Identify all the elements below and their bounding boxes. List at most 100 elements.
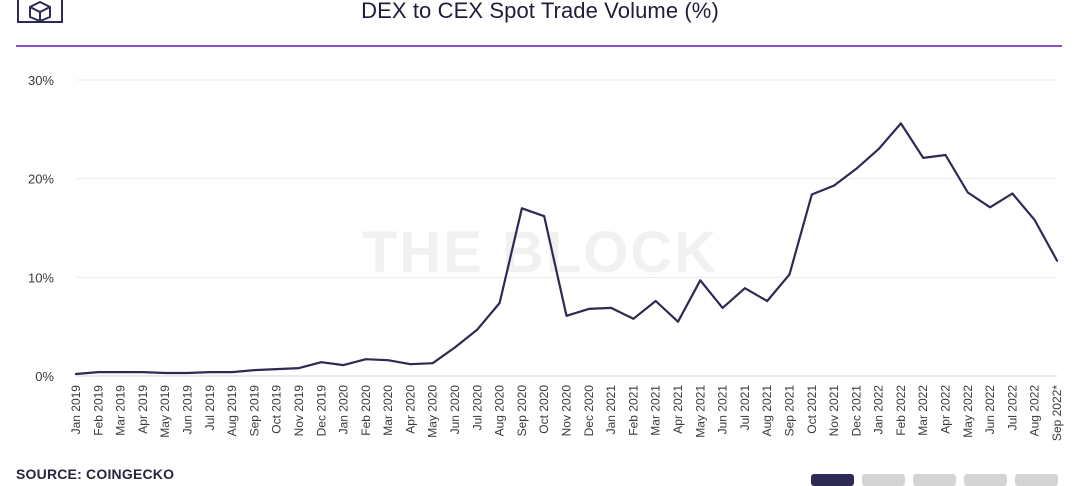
y-tick-label: 30% [28,73,54,88]
data-point [409,363,412,366]
pager-tab[interactable] [811,474,854,486]
x-tick-label: Aug 2021 [760,385,774,437]
x-tick-label: Oct 2019 [270,385,284,434]
data-point [387,359,390,362]
x-tick-label: Feb 2020 [359,385,373,436]
data-point [164,372,167,374]
x-tick-label: Aug 2022 [1028,385,1042,437]
y-tick-label: 20% [28,172,54,187]
y-tick-label: 0% [35,369,54,384]
data-point [1011,192,1014,195]
pager-tab[interactable] [964,474,1007,486]
chart-title: DEX to CEX Spot Trade Volume (%) [361,0,719,23]
x-tick-label: Mar 2019 [114,385,128,436]
data-point [699,279,702,282]
y-tick-label: 10% [28,270,54,285]
x-tick-label: Jun 2019 [180,385,194,435]
data-point [454,346,456,349]
data-point [543,215,546,218]
data-point [855,167,858,170]
data-point [431,362,434,365]
data-point [75,373,77,375]
data-point [654,300,657,302]
x-tick-label: Feb 2022 [894,385,908,436]
x-tick-label: Dec 2020 [582,385,596,437]
data-point [498,302,501,304]
x-tick-label: Jun 2021 [716,385,730,435]
cube-logo-icon [16,0,64,28]
data-point [743,287,746,290]
x-tick-label: Oct 2021 [805,385,819,434]
data-point [833,184,835,187]
x-tick-label: Jul 2021 [738,385,752,431]
x-tick-label: Sep 2021 [782,385,796,437]
x-tick-label: Jan 2022 [872,385,886,435]
data-point [186,372,189,374]
data-point [1056,259,1058,262]
data-point [989,206,992,209]
data-point [587,308,590,310]
data-point [521,207,523,210]
x-tick-label: Dec 2019 [314,385,328,437]
x-tick-label: Jan 2021 [604,385,618,435]
data-point [565,314,568,317]
data-point [1033,219,1036,222]
x-tick-label: Apr 2020 [403,385,417,434]
data-point [253,369,256,371]
data-point [231,371,233,373]
data-point [476,328,479,331]
data-point [342,364,345,367]
data-point [275,368,278,370]
x-tick-label: Nov 2021 [827,385,841,437]
x-tick-label: May 2019 [158,385,172,438]
pager-tab[interactable] [862,474,905,486]
x-tick-label: Apr 2022 [939,385,953,434]
x-tick-label: Mar 2021 [649,385,663,436]
x-tick-label: Jun 2020 [448,385,462,435]
data-point [877,148,880,150]
source-note: SOURCE: COINGECKO [16,466,175,482]
x-tick-label: Sep 2020 [515,385,529,437]
watermark-text: THE BLOCK [362,220,718,285]
x-tick-label: Jan 2019 [69,385,83,435]
x-tick-label: Nov 2020 [560,385,574,437]
x-tick-label: May 2020 [426,385,440,438]
x-tick-label: Mar 2022 [916,385,930,436]
x-tick-label: Mar 2020 [381,385,395,436]
data-point [900,122,902,125]
x-tick-label: Jun 2022 [983,385,997,435]
data-point [966,191,969,194]
x-tick-label: Apr 2021 [671,385,685,434]
data-point [788,273,791,276]
data-point [141,371,144,373]
x-tick-label: Sep 2022* [1050,385,1064,441]
x-tick-label: Oct 2020 [537,385,551,434]
x-tick-label: Aug 2019 [225,385,239,437]
x-tick-label: Feb 2021 [626,385,640,436]
x-tick-label: Aug 2020 [493,385,507,437]
data-point [810,193,813,196]
data-point [766,300,769,302]
x-tick-label: Jul 2019 [203,385,217,431]
x-tick-label: Jan 2020 [337,385,351,435]
x-tick-label: Feb 2019 [91,385,105,436]
title-divider [16,45,1062,47]
data-point [610,307,612,309]
x-tick-label: Nov 2019 [292,385,306,437]
x-tick-label: Sep 2019 [247,385,261,437]
data-point [922,157,925,159]
data-point [298,367,300,370]
data-point [721,307,724,309]
x-tick-label: Jul 2020 [470,385,484,431]
pager-tab[interactable] [913,474,956,486]
data-point [677,320,679,323]
x-tick-label: Jul 2022 [1005,385,1019,431]
pager-tab[interactable] [1015,474,1058,486]
x-tick-label: May 2022 [961,385,975,438]
data-point [320,361,323,364]
data-point [364,358,367,361]
x-tick-label: May 2021 [693,385,707,438]
data-point [119,371,122,373]
data-point [97,371,100,373]
